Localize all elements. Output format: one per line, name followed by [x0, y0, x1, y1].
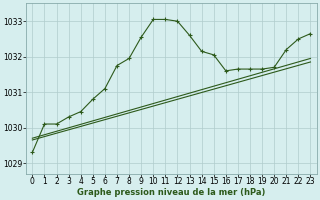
X-axis label: Graphe pression niveau de la mer (hPa): Graphe pression niveau de la mer (hPa) — [77, 188, 266, 197]
